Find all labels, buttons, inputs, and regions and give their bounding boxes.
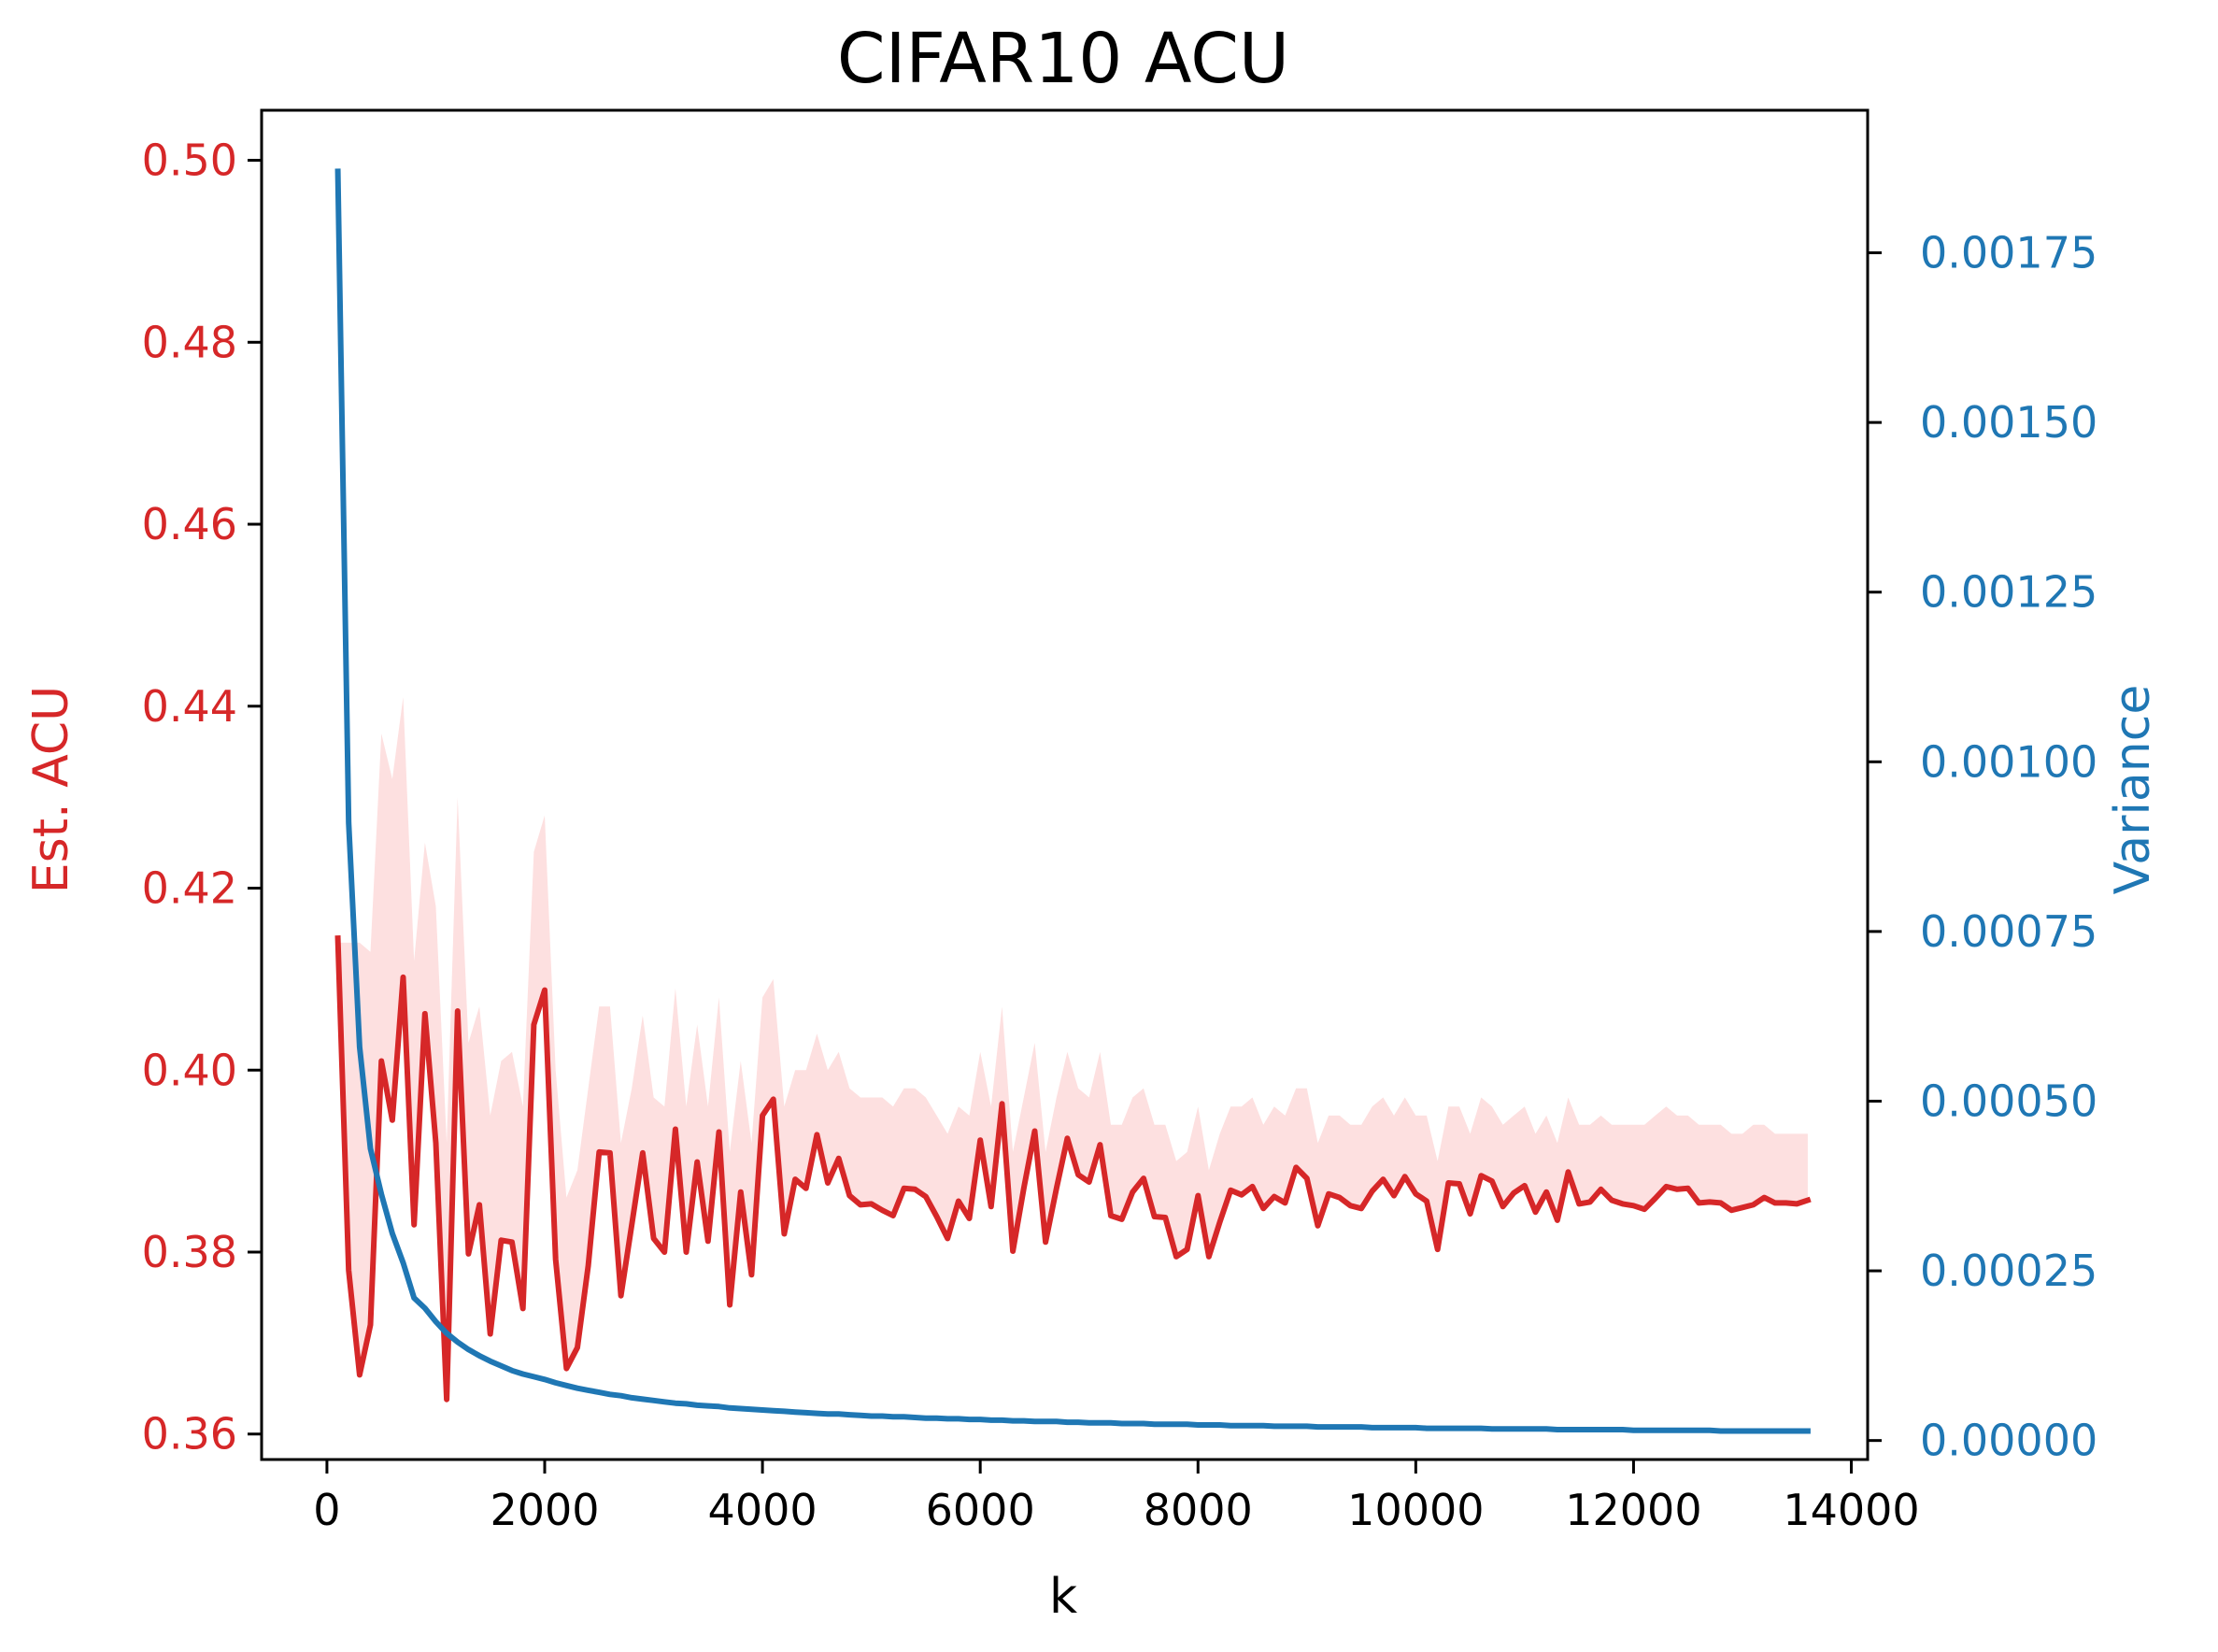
x-tick-label: 14000 <box>1783 1485 1919 1535</box>
acu-series-line <box>334 935 1812 1403</box>
y-left-tick-label: 0.40 <box>142 1045 237 1095</box>
y-left-tick-label: 0.42 <box>142 863 237 914</box>
y-right-tick-label: 0.00075 <box>1920 906 2097 957</box>
x-tick-label: 12000 <box>1565 1485 1701 1535</box>
y-right-tick-label: 0.00150 <box>1920 397 2097 448</box>
y-right-tick-label: 0.00125 <box>1920 567 2097 618</box>
x-tick-label: 8000 <box>1144 1485 1253 1535</box>
y-left-tick-label: 0.46 <box>142 499 237 549</box>
variance-series-line <box>334 168 1811 1434</box>
plot-frame <box>260 108 1870 1461</box>
plot-area <box>334 168 1812 1434</box>
y-right-tick-label: 0.00025 <box>1920 1246 2097 1296</box>
y-right-tick-label: 0.00050 <box>1920 1075 2097 1126</box>
x-tick-label: 10000 <box>1347 1485 1484 1535</box>
x-tick-label: 0 <box>313 1485 340 1535</box>
axes: 0 2000 4000 6000 8000 10000 12000 14000 0.36 0.38… <box>142 108 2097 1535</box>
y-right-tick-label: 0.00175 <box>1920 228 2097 278</box>
chart-title: CIFAR10 ACU <box>837 19 1289 99</box>
y-left-tick-label: 0.44 <box>142 681 237 732</box>
y-left-tick-label: 0.38 <box>142 1227 237 1277</box>
y-axis-left-title: Est. ACU <box>23 686 79 893</box>
y-left-tick-label: 0.36 <box>142 1409 237 1460</box>
y-right-tick-label: 0.00000 <box>1920 1416 2097 1466</box>
x-tick-label: 6000 <box>926 1485 1035 1535</box>
x-tick-label: 2000 <box>490 1485 599 1535</box>
y-left-tick-label: 0.48 <box>142 317 237 367</box>
y-left-tick-label: 0.50 <box>142 135 237 186</box>
x-tick-label: 4000 <box>708 1485 818 1535</box>
x-axis-title: k <box>1049 1569 1077 1625</box>
y-right-tick-label: 0.00100 <box>1920 736 2097 787</box>
y-axis-right-title: Variance <box>2105 685 2161 895</box>
